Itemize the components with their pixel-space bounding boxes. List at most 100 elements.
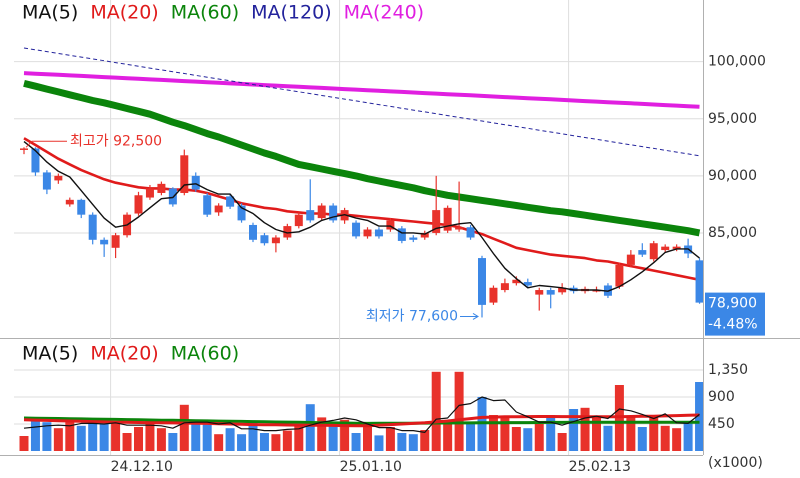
legend-entry: MA(120) <box>251 2 331 24</box>
x-tick-label: 24.12.10 <box>111 459 173 475</box>
y-tick-label: 90,000 <box>708 168 757 184</box>
volume-bar <box>351 433 361 451</box>
y-tick-label: 450 <box>708 416 735 432</box>
candle-body <box>455 227 464 230</box>
legend-entry: MA(20) <box>90 343 158 365</box>
candle-body <box>111 235 120 248</box>
volume-bar <box>76 425 86 451</box>
candle-body <box>180 155 189 193</box>
candle-body <box>237 205 246 221</box>
candle-body <box>42 172 51 190</box>
volume-bar <box>42 422 52 451</box>
candle-body <box>191 175 200 190</box>
candle-body <box>203 195 212 215</box>
volume-bar <box>156 428 166 451</box>
candle-body <box>352 222 361 237</box>
volume-bar <box>683 422 693 451</box>
volume-bar <box>637 427 647 451</box>
volume-bar <box>179 404 189 451</box>
legend-entry: MA(240) <box>344 2 424 24</box>
volume-bar <box>626 417 636 451</box>
volume-bar <box>603 425 613 451</box>
candle-body <box>546 290 555 295</box>
candle-body <box>672 246 681 249</box>
volume-bar <box>397 433 407 451</box>
candle-body <box>626 254 635 265</box>
volume-bar <box>294 425 304 451</box>
volume-bar <box>431 371 441 451</box>
price-plot <box>20 47 703 318</box>
candle-body <box>249 224 257 240</box>
volume-bar <box>500 417 510 451</box>
change-label: -4.48% <box>708 317 758 333</box>
candle-body <box>168 188 177 205</box>
legend-entry: MA(20) <box>90 2 158 24</box>
candle-body <box>409 237 418 240</box>
volume-unit: (x1000) <box>708 455 763 471</box>
volume-bar <box>271 434 281 451</box>
candle-body <box>31 148 40 173</box>
volume-bar <box>580 407 590 451</box>
volume-bar <box>122 433 132 451</box>
volume-bar <box>488 415 498 451</box>
candle-body <box>145 188 154 198</box>
volume-bar <box>19 436 29 451</box>
legend-entry: MA(5) <box>22 2 78 24</box>
candle-body <box>523 282 532 286</box>
candle-body <box>489 287 498 303</box>
volume-bar <box>592 417 601 451</box>
volume-bar <box>145 419 155 451</box>
y-tick-label: 900 <box>708 389 735 405</box>
volume-bar <box>88 421 98 451</box>
candle-body <box>592 290 601 292</box>
volume-bar <box>340 419 350 451</box>
volume-bar <box>420 430 430 451</box>
candle-body <box>65 199 74 205</box>
candle-body <box>500 283 509 291</box>
candle-body <box>615 264 624 287</box>
candle-body <box>54 175 63 181</box>
volume-bar <box>202 424 212 451</box>
candle-body <box>214 205 223 213</box>
candle-body <box>260 235 269 244</box>
candle-body <box>226 196 235 207</box>
volume-bar <box>248 422 258 451</box>
candle-body <box>638 250 647 255</box>
last-price-label: 78,900 <box>708 296 757 312</box>
ma-line <box>23 71 700 109</box>
volume-bar <box>282 430 292 451</box>
candle-body <box>88 214 97 240</box>
last-price-box <box>705 292 765 336</box>
annotation-arrow <box>460 313 479 320</box>
ma-line <box>23 141 700 292</box>
candle-body <box>317 205 326 219</box>
volume-plot <box>19 371 703 451</box>
candle-body <box>443 207 452 231</box>
volume-ma-line <box>23 396 700 433</box>
volume-bar <box>363 424 372 451</box>
volume-bar <box>191 423 201 451</box>
volume-bar <box>111 422 121 451</box>
volume-bar <box>649 415 659 451</box>
candle-body <box>77 199 86 215</box>
volume-bar <box>454 371 464 451</box>
candle-body <box>294 214 303 227</box>
annotation-label: 최고가 92,500 <box>70 133 162 149</box>
volume-bar <box>534 424 544 451</box>
x-tick-label: 25.01.10 <box>340 459 402 475</box>
y-tick-label: 1,350 <box>708 362 748 378</box>
candle-body <box>306 210 315 221</box>
annotation-arrow <box>25 140 67 148</box>
candle-body <box>558 287 567 293</box>
candle-body <box>283 226 292 238</box>
candle-body <box>695 260 703 303</box>
volume-bar <box>30 421 40 451</box>
ma-line <box>23 47 700 157</box>
candle-body <box>420 232 429 238</box>
volume-bar <box>443 421 453 451</box>
candle-body <box>386 220 395 230</box>
candle-body <box>466 227 475 238</box>
candle-body <box>661 246 670 251</box>
volume-bar <box>168 433 178 451</box>
candle-body <box>157 183 166 193</box>
